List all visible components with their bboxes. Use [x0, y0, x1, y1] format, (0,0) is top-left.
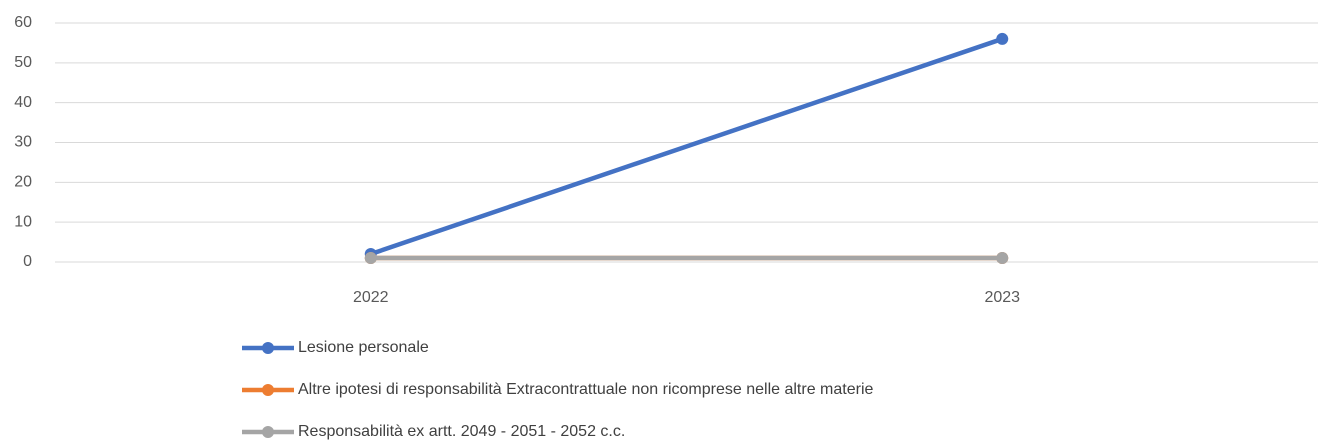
- y-tick-label: 20: [14, 174, 32, 191]
- legend: Lesione personale Altre ipotesi di respon…: [242, 339, 874, 440]
- legend-label: Responsabilità ex artt. 2049 - 2051 - 20…: [298, 423, 625, 440]
- marker: [996, 252, 1009, 265]
- y-tick-label: 30: [14, 134, 32, 151]
- y-tick-label: 10: [14, 213, 32, 230]
- y-tick-label: 0: [23, 253, 32, 270]
- legend-label: Altre ipotesi di responsabilità Extracon…: [298, 381, 874, 398]
- y-tick-label: 40: [14, 94, 32, 111]
- y-tick-label: 60: [14, 14, 32, 31]
- marker: [996, 32, 1009, 45]
- marker: [364, 252, 377, 265]
- legend-marker: [262, 426, 274, 438]
- legend-marker: [262, 384, 274, 396]
- y-tick-label: 50: [14, 54, 32, 71]
- x-tick-label: 2022: [353, 289, 389, 306]
- series-line: [368, 36, 1005, 257]
- x-tick-label: 2023: [984, 289, 1020, 306]
- legend-marker: [262, 342, 274, 354]
- legend-label: Lesione personale: [298, 339, 429, 356]
